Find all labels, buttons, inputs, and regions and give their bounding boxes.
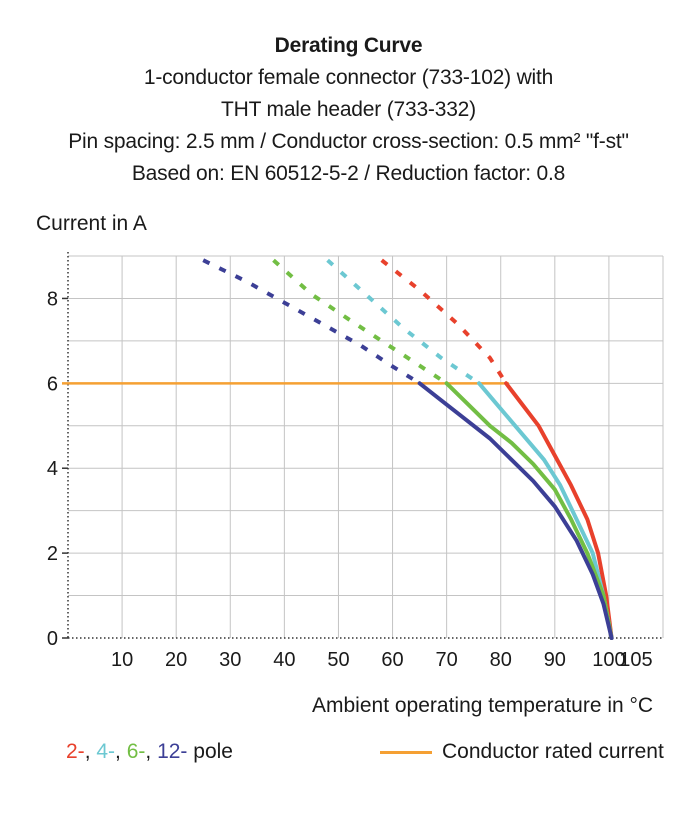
- legend-sep: ,: [115, 740, 127, 763]
- x-tick-label: 30: [219, 649, 241, 671]
- series-6-pole-solid: [444, 381, 614, 640]
- chart-subtitle-2: THT male header (733-332): [221, 98, 476, 121]
- x-tick-label: 70: [436, 649, 458, 671]
- x-tick-label: 90: [544, 649, 566, 671]
- chart-subtitle-3: Pin spacing: 2.5 mm / Conductor cross-se…: [68, 130, 629, 153]
- rated-current-swatch: [380, 750, 432, 754]
- x-axis-label: Ambient operating temperature in °C: [312, 694, 654, 717]
- chart-subtitle-1: 1-conductor female connector (733-102) w…: [143, 66, 554, 89]
- y-tick-label: 4: [47, 458, 58, 480]
- legend-rated-current: Conductor rated current: [380, 740, 664, 764]
- x-tick-label: 40: [273, 649, 295, 671]
- legend-sep: ,: [84, 740, 97, 763]
- legend-pole-suffix: pole: [187, 740, 233, 763]
- y-tick-label: 0: [47, 628, 58, 650]
- series-2-pole-solid: [504, 381, 614, 640]
- legend-poles: 2-, 4-, 6-, 12- pole: [66, 740, 233, 764]
- series-12-pole-dashed: [202, 258, 421, 385]
- legend-rated-current-label: Conductor rated current: [442, 740, 664, 763]
- x-tick-label: 80: [490, 649, 512, 671]
- legend-item-4-pole: 4-: [96, 740, 116, 763]
- y-tick-label: 6: [47, 373, 58, 395]
- y-axis-label: Current in A: [36, 212, 147, 235]
- x-tick-label: 100: [592, 649, 625, 671]
- chart-subtitle-4: Based on: EN 60512-5-2 / Reduction facto…: [131, 162, 566, 185]
- legend-sep: ,: [145, 740, 158, 763]
- x-tick-label: 50: [327, 649, 349, 671]
- series-6-pole-dashed: [272, 258, 448, 385]
- series-12-pole-solid: [417, 381, 614, 640]
- y-tick-label: 2: [47, 543, 58, 565]
- x-tick-label: 10: [111, 649, 133, 671]
- series-2-pole-dashed: [380, 258, 508, 385]
- x-tick-label: 20: [165, 649, 187, 671]
- x-tick-label: 60: [381, 649, 403, 671]
- title-block: Derating Curve 1-conductor female connec…: [0, 30, 697, 190]
- x-tick-label: 105: [619, 649, 652, 671]
- chart-title: Derating Curve: [274, 34, 423, 57]
- legend-item-12-pole: 12-: [157, 740, 188, 763]
- series-4-pole-dashed: [326, 258, 481, 385]
- legend-item-6-pole: 6-: [126, 740, 146, 763]
- legend-item-2-pole: 2-: [66, 740, 85, 763]
- y-tick-label: 8: [47, 288, 58, 310]
